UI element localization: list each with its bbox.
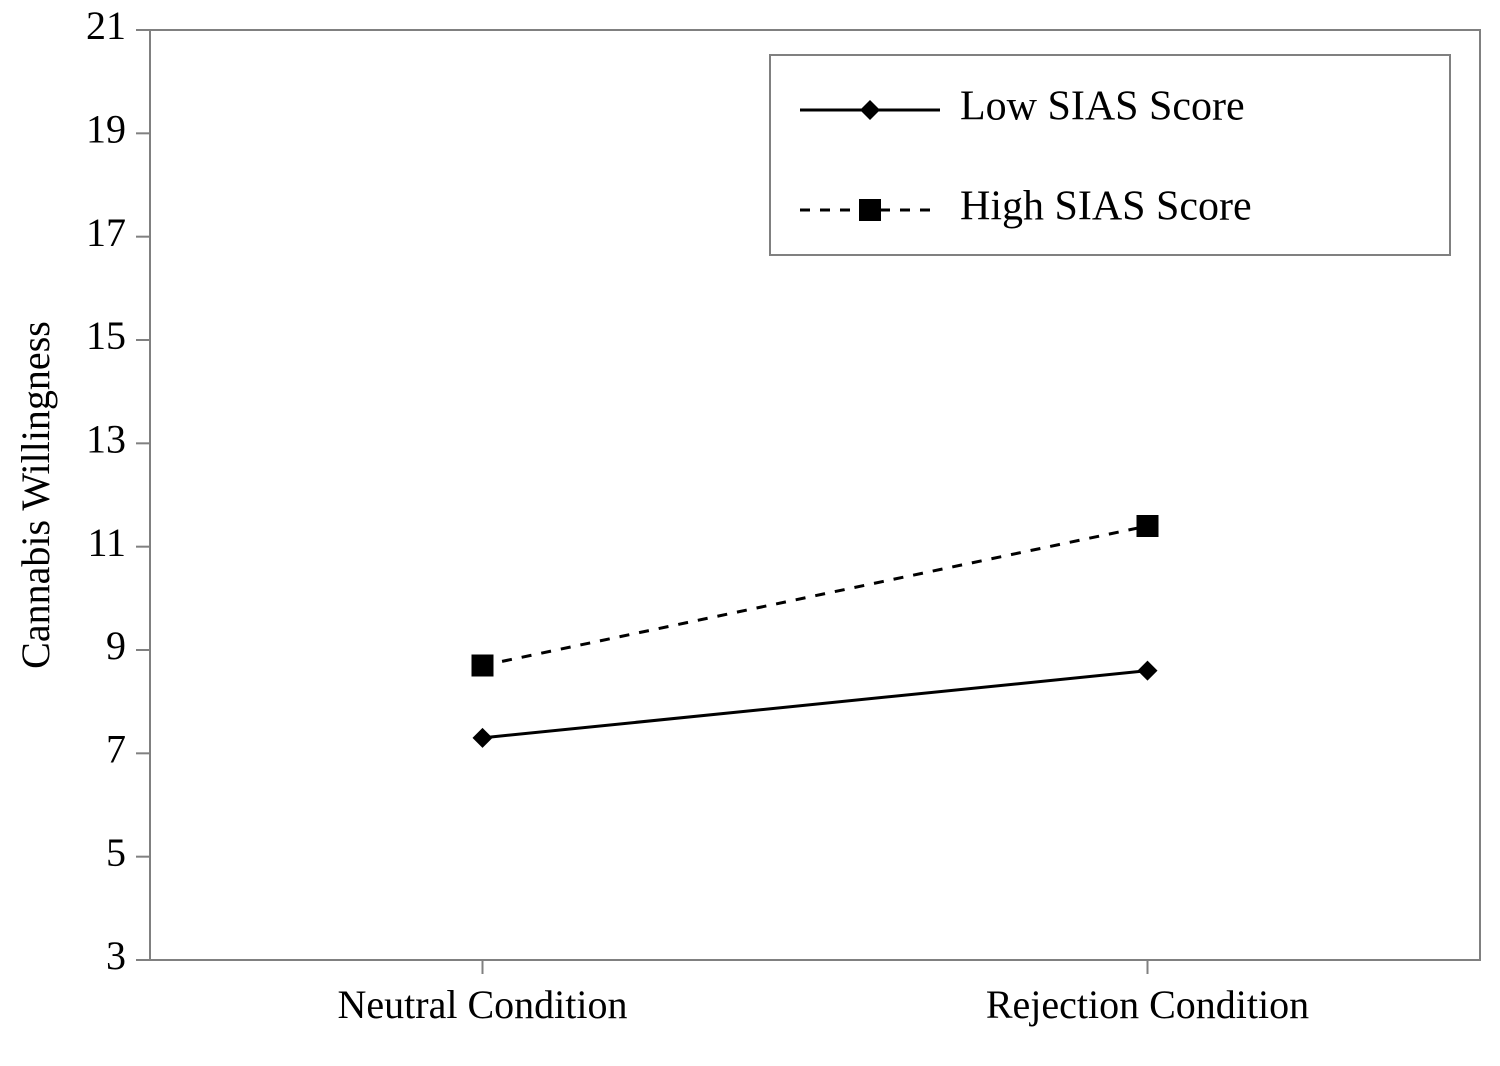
y-tick-label: 19: [86, 107, 126, 152]
y-tick-label: 5: [106, 830, 126, 875]
x-tick-label: Neutral Condition: [338, 982, 628, 1027]
square-marker: [859, 199, 881, 221]
y-tick-label: 17: [86, 210, 126, 255]
y-tick-label: 9: [106, 623, 126, 668]
x-tick-label: Rejection Condition: [986, 982, 1309, 1027]
y-tick-label: 11: [87, 520, 126, 565]
y-tick-label: 13: [86, 417, 126, 462]
line-chart: 3 5 7 9 11 13 15 17 19 21 Cannabis Willingness Neut…: [0, 0, 1500, 1066]
chart-container: 3 5 7 9 11 13 15 17 19 21 Cannabis Willingness Neut…: [0, 0, 1500, 1066]
y-axis-label: Cannabis Willingness: [13, 321, 58, 669]
y-tick-label: 3: [106, 933, 126, 978]
legend-label: High SIAS Score: [960, 184, 1252, 230]
legend-label: Low SIAS Score: [960, 84, 1245, 130]
square-marker: [1137, 515, 1159, 537]
y-tick-label: 15: [86, 313, 126, 358]
y-tick-label: 21: [86, 3, 126, 48]
square-marker: [472, 655, 494, 677]
y-tick-label: 7: [106, 727, 126, 772]
